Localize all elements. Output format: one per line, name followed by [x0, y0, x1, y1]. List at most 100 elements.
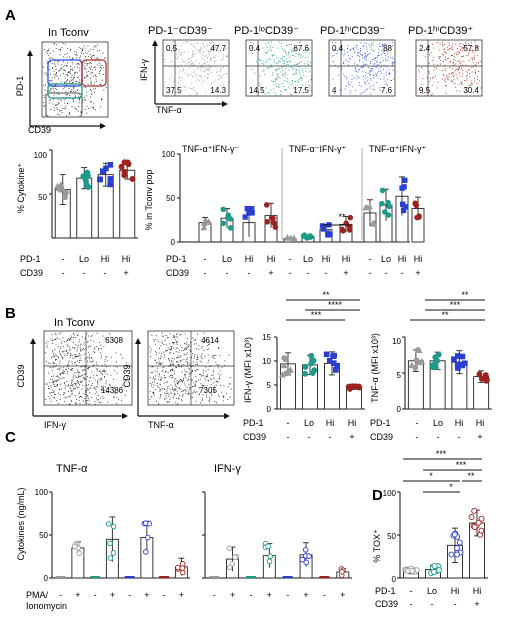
b-dot — [197, 333, 199, 335]
data-point — [227, 225, 234, 231]
b-dot — [169, 388, 171, 390]
b-dot — [201, 385, 203, 387]
b-dot — [201, 357, 203, 359]
quad-plot-1-frame — [162, 39, 230, 97]
b-dot — [174, 384, 176, 386]
data-point — [413, 357, 420, 364]
quad-dot — [452, 62, 454, 64]
b-dot — [209, 343, 210, 345]
b-dot — [189, 387, 191, 389]
b-dot — [183, 382, 185, 384]
quad-dot — [271, 55, 273, 57]
data-point — [430, 568, 437, 575]
b-dot — [170, 391, 172, 393]
gate-dot — [58, 94, 60, 95]
b-dot — [168, 359, 170, 361]
quad-dot — [197, 93, 198, 94]
b-dot — [159, 373, 160, 375]
quad-dot — [372, 68, 373, 70]
data-point — [302, 370, 309, 377]
quad-dot — [438, 56, 440, 58]
b-dot — [171, 364, 173, 366]
quad-dot — [285, 88, 287, 90]
quad-dot — [193, 44, 195, 46]
quad-dot — [184, 72, 186, 74]
quad-dot — [198, 79, 200, 81]
data-point — [363, 204, 371, 211]
b-dot — [175, 351, 177, 353]
b-dot — [71, 384, 73, 386]
b-dot — [54, 366, 56, 368]
gate-dot — [90, 100, 92, 102]
quad-dot — [283, 64, 284, 66]
quad-dot — [305, 57, 307, 59]
quad-dot — [302, 70, 303, 71]
c-tnfa-title: TNF-α — [56, 463, 88, 475]
b-dot — [184, 354, 186, 356]
gate-dot — [55, 76, 57, 77]
a2-pd1-value: Lo — [381, 254, 391, 264]
quad-dot — [193, 72, 195, 73]
gate-dot — [84, 77, 85, 79]
quad-dot — [462, 60, 464, 62]
quad-dot — [418, 69, 420, 71]
b-dot — [164, 398, 166, 400]
gate-dot — [53, 50, 55, 52]
b-dot2-ylabel: CD39 — [122, 364, 132, 387]
quad-dot — [457, 48, 458, 49]
data-point — [331, 352, 338, 359]
gate-dot — [91, 66, 92, 68]
quad-dot — [307, 81, 309, 83]
quad-dot — [471, 42, 473, 44]
quad-dot — [332, 61, 334, 62]
quad-dot — [441, 42, 443, 44]
quad-dot — [188, 87, 190, 89]
b-dot — [60, 332, 62, 334]
b-dot — [52, 381, 54, 383]
b-dot — [60, 373, 62, 375]
quad-dot — [340, 57, 342, 59]
data-point — [454, 551, 461, 558]
gate-dot — [92, 69, 94, 71]
quadrant-plots: PD-1⁻CD39⁻ 0.5 47.7 37.5 14.3 PD-1ˡᵒCD39… — [139, 25, 483, 115]
b-dot — [77, 371, 79, 373]
gate-dot — [54, 84, 56, 86]
b-dot — [159, 390, 161, 392]
quad-dot — [184, 61, 186, 63]
quad-dot — [208, 70, 210, 72]
b-dot — [210, 393, 212, 395]
c-treat-value: + — [110, 590, 115, 600]
b-dot — [149, 346, 151, 348]
a-cd39-label: CD39 — [20, 268, 43, 278]
quad-dot — [461, 56, 463, 57]
b-dot — [184, 384, 186, 386]
quad-dot — [380, 62, 382, 63]
b-dot — [124, 394, 126, 396]
b-dot — [154, 359, 156, 361]
quad-dot — [456, 76, 458, 78]
quad-dot — [376, 82, 378, 83]
gate-dot — [57, 60, 59, 62]
quad-dot — [375, 72, 377, 74]
c-treat-value: + — [303, 590, 308, 600]
b-dot — [54, 379, 56, 381]
quad-dot — [203, 42, 204, 44]
b-dot — [184, 392, 186, 394]
b-dot — [78, 374, 80, 376]
quad-dot — [452, 73, 454, 75]
b-dot — [52, 389, 54, 391]
b-dot — [120, 354, 122, 355]
b-dot — [202, 372, 204, 374]
b-dot — [163, 382, 165, 384]
quad-dot — [442, 45, 444, 47]
quad-dot — [282, 56, 284, 58]
b-dot — [53, 339, 55, 341]
quad-dot — [292, 54, 294, 56]
b-dot — [80, 349, 81, 351]
b-dot — [173, 394, 175, 396]
b-dot — [196, 348, 197, 350]
quad-dot — [260, 59, 262, 61]
gate-dot — [87, 83, 89, 85]
quad-dot — [462, 47, 464, 48]
quad-dot — [344, 75, 346, 77]
